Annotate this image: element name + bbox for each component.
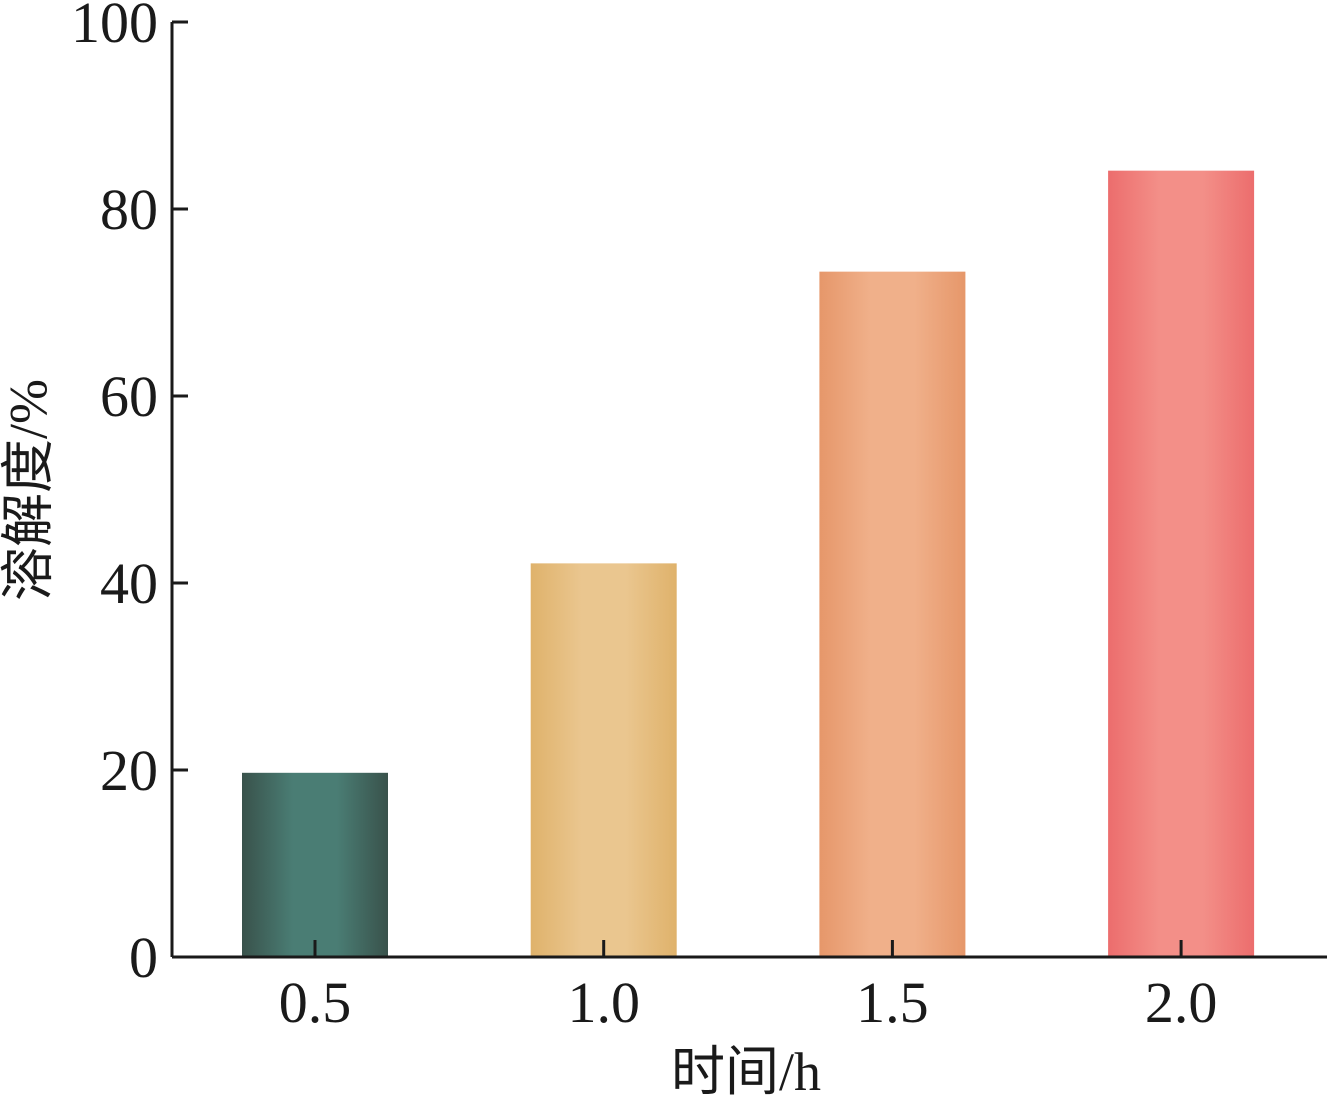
y-tick-label: 100	[71, 0, 158, 55]
y-ticks-layer: 0 20 40 60 80 100	[71, 0, 188, 990]
bar-1.0	[530, 563, 677, 957]
bar-1.5	[819, 271, 966, 957]
y-axis-title: 溶解度/%	[0, 379, 58, 601]
y-tick-label: 40	[100, 551, 158, 616]
x-ticks-layer: 0.5 1.0 1.5 2.0	[279, 940, 1218, 1035]
x-axis-title: 时间/h	[671, 1042, 821, 1101]
y-tick-label: 80	[100, 177, 158, 242]
bar-0.5	[242, 772, 388, 957]
x-tick-label: 1.0	[567, 970, 640, 1035]
bars-layer	[242, 170, 1255, 958]
x-tick-label: 1.5	[856, 970, 929, 1035]
bar-2.0	[1108, 170, 1255, 958]
x-tick-label: 0.5	[279, 970, 352, 1035]
y-tick-label: 0	[129, 925, 158, 990]
y-tick-label: 20	[100, 738, 158, 803]
y-tick-label: 60	[100, 364, 158, 429]
x-tick-label: 2.0	[1145, 970, 1218, 1035]
